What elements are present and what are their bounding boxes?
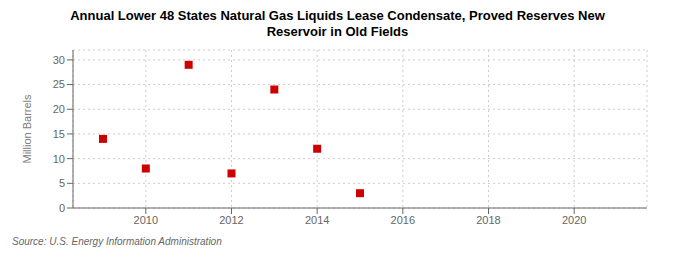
svg-text:0: 0: [59, 202, 65, 214]
svg-text:2016: 2016: [391, 214, 415, 226]
svg-text:2018: 2018: [476, 214, 500, 226]
svg-text:25: 25: [53, 78, 65, 90]
html-text:Source: U.S. Energy Informatio: Source: U.S. Energy Information Administ…: [12, 236, 222, 247]
svg-text:2020: 2020: [562, 214, 586, 226]
svg-text:15: 15: [53, 128, 65, 140]
svg-text:20: 20: [53, 103, 65, 115]
html-text:Annual Lower 48 States Natural: Annual Lower 48 States Natural Gas Liqui…: [70, 8, 605, 39]
svg-text:2012: 2012: [219, 214, 243, 226]
svg-text:5: 5: [59, 177, 65, 189]
svg-text:10: 10: [53, 153, 65, 165]
svg-text:Million Barrels: Million Barrels: [21, 94, 33, 164]
svg-text:30: 30: [53, 54, 65, 66]
svg-text:2010: 2010: [134, 214, 158, 226]
svg-text:2014: 2014: [305, 214, 329, 226]
